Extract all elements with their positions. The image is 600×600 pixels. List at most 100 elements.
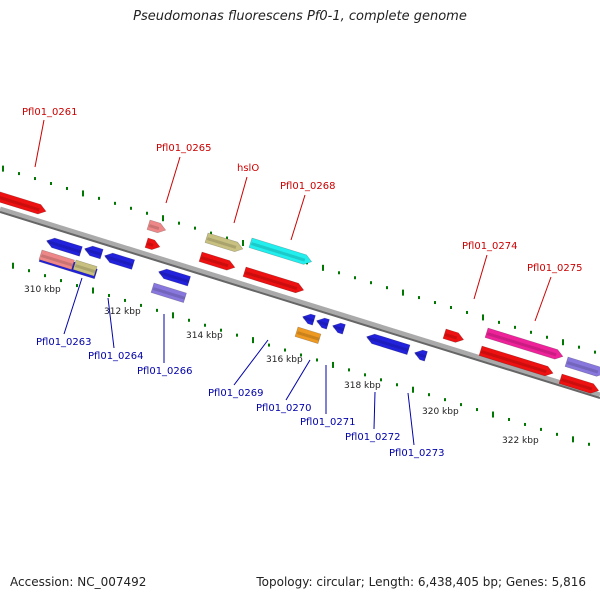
forward-callout-line bbox=[34, 119, 45, 168]
reverse-gene-label[interactable]: Pfl01_0272 bbox=[345, 432, 401, 443]
reverse-gene-label[interactable]: Pfl01_0269 bbox=[208, 388, 264, 399]
forward-gene-label[interactable]: Pfl01_0275 bbox=[527, 263, 583, 274]
gene-feature[interactable] bbox=[144, 237, 161, 252]
forward-dot-track bbox=[2, 165, 596, 354]
reverse-gene-label[interactable]: Pfl01_0271 bbox=[300, 417, 356, 428]
track-dot bbox=[28, 269, 30, 273]
track-dot bbox=[242, 240, 244, 247]
track-dot bbox=[188, 318, 190, 322]
reverse-callout-line bbox=[63, 277, 83, 335]
track-dot bbox=[300, 353, 302, 357]
forward-gene-label[interactable]: Pfl01_0261 bbox=[22, 107, 78, 118]
gene-feature[interactable] bbox=[315, 316, 330, 330]
track-dot bbox=[220, 328, 222, 332]
track-dot bbox=[396, 383, 398, 387]
gene-feature[interactable] bbox=[478, 345, 555, 378]
track-dot bbox=[226, 236, 228, 240]
track-dot bbox=[418, 296, 420, 300]
gene-feature[interactable] bbox=[301, 312, 316, 326]
gene-feature[interactable] bbox=[558, 373, 600, 395]
track-dot bbox=[402, 289, 404, 296]
gene-feature[interactable] bbox=[157, 267, 191, 287]
gene-feature[interactable] bbox=[564, 356, 600, 378]
track-dot bbox=[34, 177, 36, 181]
reverse-gene-label[interactable]: Pfl01_0263 bbox=[36, 337, 92, 348]
gene-feature[interactable] bbox=[248, 237, 313, 267]
track-dot bbox=[556, 432, 558, 436]
forward-gene-label[interactable]: hslO bbox=[237, 163, 259, 174]
gene-feature[interactable] bbox=[150, 282, 187, 303]
forward-gene-label[interactable]: Pfl01_0274 bbox=[462, 241, 518, 252]
track-dot bbox=[60, 279, 62, 283]
gene-feature[interactable] bbox=[83, 244, 104, 260]
kbp-tick-label: 310 kbp bbox=[24, 285, 61, 295]
kbp-tick-label: 312 kbp bbox=[104, 307, 141, 317]
track-dot bbox=[508, 417, 510, 421]
track-dot bbox=[18, 172, 20, 176]
gene-feature[interactable] bbox=[45, 236, 83, 257]
track-dot bbox=[380, 378, 382, 382]
track-dot bbox=[316, 358, 318, 362]
gene-feature[interactable] bbox=[484, 327, 564, 361]
track-dot bbox=[428, 393, 430, 397]
kbp-tick-label: 322 kbp bbox=[502, 436, 539, 446]
track-dot bbox=[236, 333, 238, 337]
track-dot bbox=[578, 345, 580, 349]
track-dot bbox=[546, 335, 548, 339]
track-dot bbox=[114, 201, 116, 205]
track-dot bbox=[450, 306, 452, 309]
track-dot bbox=[194, 226, 196, 230]
gene-feature[interactable] bbox=[0, 189, 47, 216]
track-dot bbox=[66, 186, 68, 190]
track-dot bbox=[460, 403, 462, 407]
track-dot bbox=[332, 361, 334, 368]
track-dot bbox=[524, 422, 526, 426]
track-dot bbox=[386, 286, 388, 290]
reverse-dot-track bbox=[12, 262, 590, 446]
track-dot bbox=[444, 398, 446, 402]
gene-feature[interactable] bbox=[442, 328, 465, 344]
track-dot bbox=[562, 339, 564, 346]
reverse-callout-line bbox=[233, 339, 269, 386]
gene-feature[interactable] bbox=[72, 259, 98, 277]
track-dot bbox=[162, 215, 164, 222]
gene-feature[interactable] bbox=[365, 332, 411, 355]
kbp-tick-label: 314 kbp bbox=[186, 331, 223, 341]
kbp-tick-label: 316 kbp bbox=[266, 355, 303, 365]
reverse-gene-label[interactable]: Pfl01_0270 bbox=[256, 403, 312, 414]
gene-feature[interactable] bbox=[198, 251, 236, 272]
track-dot bbox=[156, 308, 158, 312]
track-dot bbox=[268, 343, 270, 347]
gene-feature[interactable] bbox=[242, 266, 305, 295]
forward-callout-line bbox=[165, 156, 181, 204]
track-dot bbox=[492, 411, 494, 418]
track-dot bbox=[514, 325, 516, 329]
forward-gene-label[interactable]: Pfl01_0268 bbox=[280, 181, 336, 192]
genome-summary-text: Topology: circular; Length: 6,438,405 bp… bbox=[256, 575, 586, 589]
reverse-gene-label[interactable]: Pfl01_0264 bbox=[88, 351, 144, 362]
gene-feature[interactable] bbox=[294, 326, 322, 345]
track-dot bbox=[50, 182, 52, 185]
gene-feature[interactable] bbox=[331, 321, 346, 335]
reverse-gene-label[interactable]: Pfl01_0266 bbox=[137, 366, 193, 377]
track-dot bbox=[178, 221, 180, 225]
track-dot bbox=[588, 442, 590, 446]
gene-feature[interactable] bbox=[413, 348, 428, 362]
forward-gene-label[interactable]: Pfl01_0265 bbox=[156, 143, 212, 154]
gene-feature[interactable] bbox=[146, 219, 167, 235]
track-dot bbox=[482, 314, 484, 321]
track-dot bbox=[210, 231, 212, 235]
gene-feature[interactable] bbox=[204, 232, 244, 254]
track-dot bbox=[466, 310, 468, 314]
accession-text: Accession: NC_007492 bbox=[10, 575, 147, 589]
track-dot bbox=[476, 408, 478, 412]
track-dot bbox=[370, 281, 372, 285]
track-dot bbox=[498, 320, 500, 324]
track-dot bbox=[98, 196, 100, 200]
gene-feature[interactable] bbox=[38, 249, 75, 270]
gene-feature[interactable] bbox=[103, 251, 136, 270]
reverse-gene-label[interactable]: Pfl01_0273 bbox=[389, 448, 445, 459]
track-dot bbox=[92, 287, 94, 294]
forward-callout-line bbox=[534, 276, 552, 322]
track-dot bbox=[572, 436, 574, 443]
